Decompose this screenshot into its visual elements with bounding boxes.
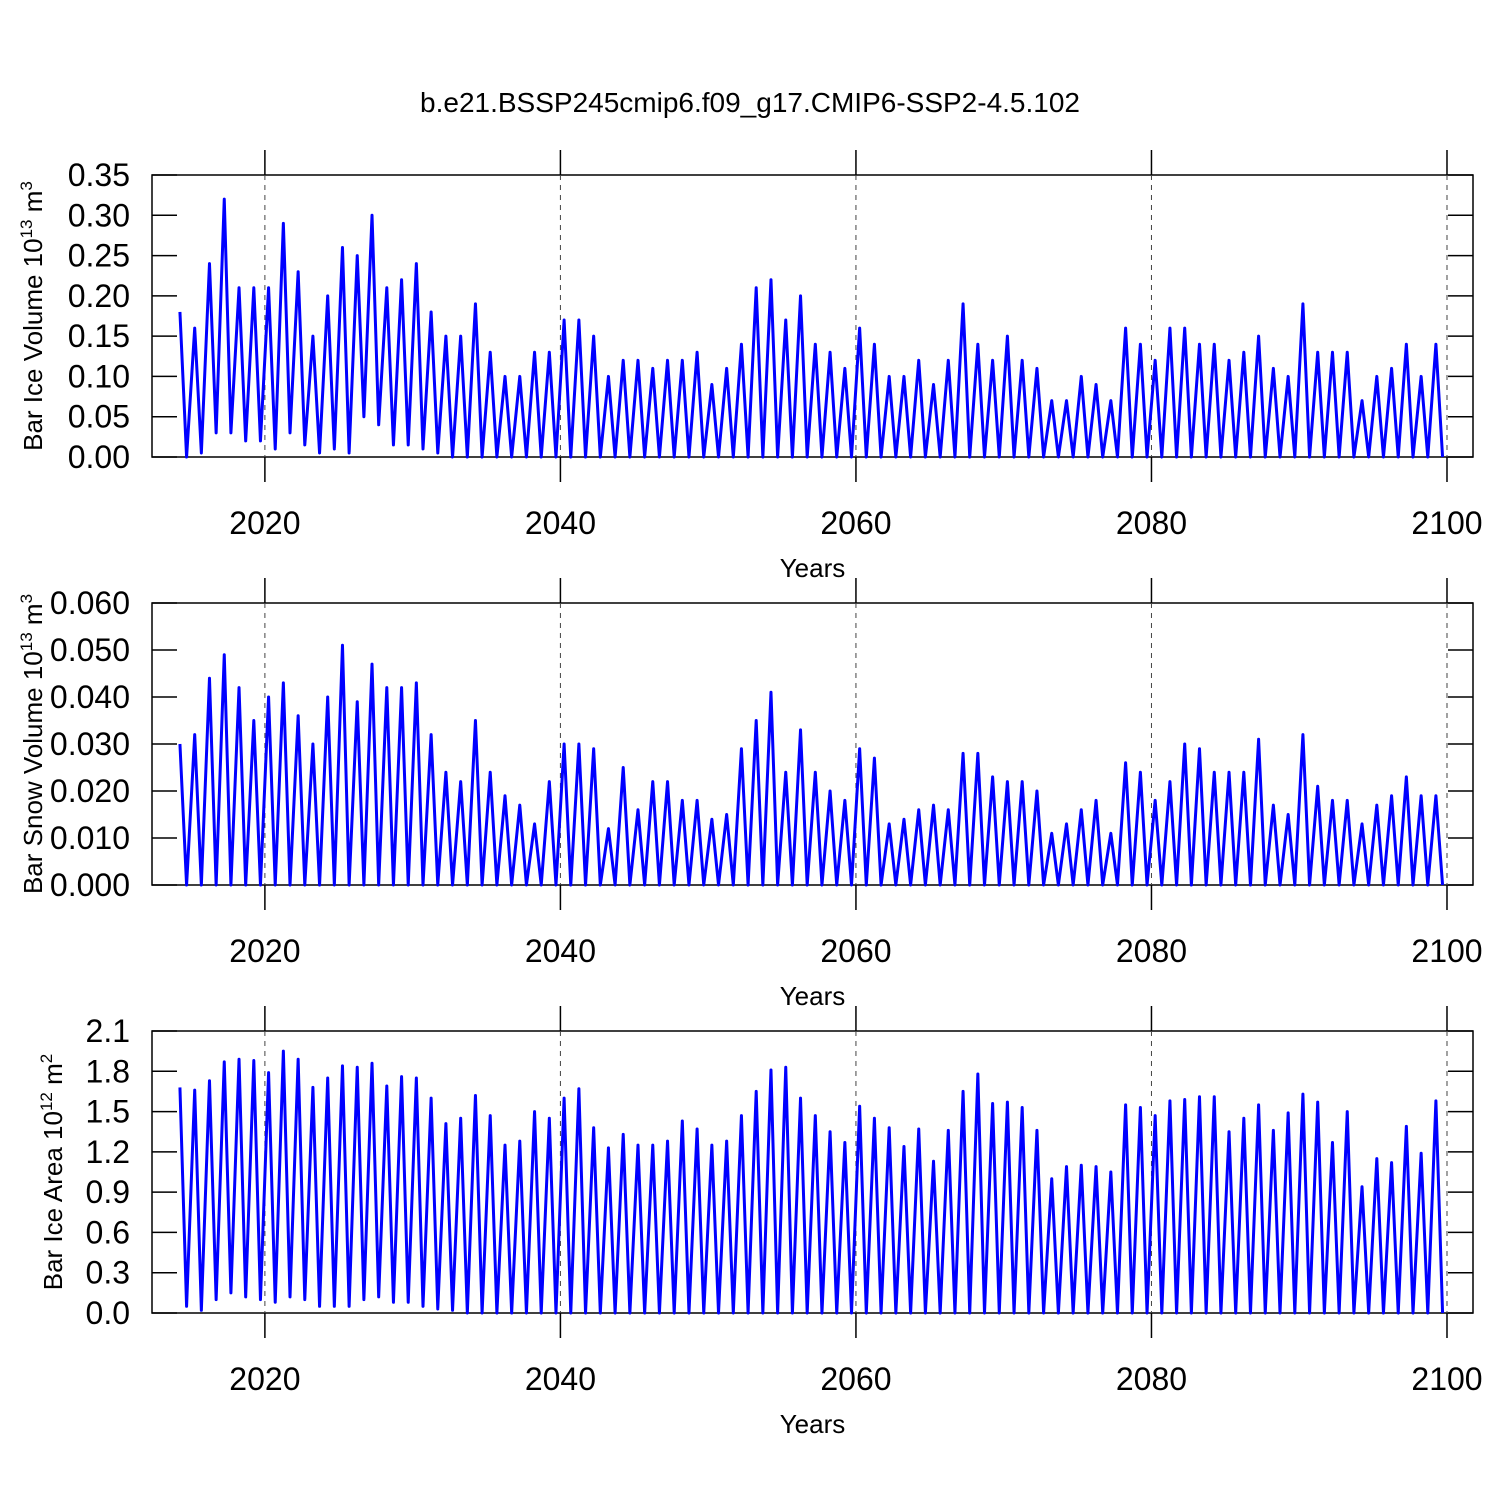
y-tick-label: 0.20 [68, 278, 130, 314]
y-axis-title: Bar Ice Volume 1013 m3 [17, 181, 48, 451]
y-tick-label: 0.25 [68, 238, 130, 274]
y-axis-unit-power: 3 [17, 594, 36, 603]
y-axis-exponent: 13 [17, 632, 36, 651]
plot-frame [151, 1030, 1474, 1314]
x-tick-label: 2080 [1116, 505, 1187, 541]
data-line [178, 1049, 1445, 1315]
x-tick-label: 2060 [820, 505, 891, 541]
y-tick-label: 0.10 [68, 358, 130, 394]
x-tick-label: 2100 [1411, 933, 1482, 969]
x-tick-label: 2100 [1411, 505, 1482, 541]
x-axis-title: Years [780, 1409, 846, 1439]
x-axis-title: Years [780, 553, 846, 583]
y-tick-label: 1.8 [86, 1053, 130, 1089]
y-axis-title-text: Bar Ice Volume 10 [18, 238, 48, 450]
y-axis-title: Bar Ice Area 1012 m2 [37, 1054, 68, 1291]
y-axis-unit-power: 2 [37, 1054, 56, 1063]
y-tick-label: 0.9 [86, 1174, 130, 1210]
y-tick-label: 0.010 [50, 820, 130, 856]
x-tick-label: 2020 [229, 933, 300, 969]
y-axis-exponent: 12 [37, 1092, 56, 1111]
y-tick-label: 0.15 [68, 318, 130, 354]
y-axis-unit-power: 3 [17, 181, 36, 190]
plot-frame [151, 174, 1474, 458]
x-tick-label: 2080 [1116, 933, 1187, 969]
y-tick-label: 0.040 [50, 679, 130, 715]
data-line [178, 643, 1445, 887]
x-tick-label: 2080 [1116, 1361, 1187, 1397]
y-tick-label: 0.6 [86, 1214, 130, 1250]
y-tick-label: 0.00 [68, 439, 130, 475]
x-tick-label: 2040 [525, 933, 596, 969]
x-tick-label: 2020 [229, 1361, 300, 1397]
y-axis-title-text: Bar Snow Volume 10 [18, 651, 48, 894]
y-tick-label: 0.050 [50, 632, 130, 668]
y-tick-label: 0.05 [68, 399, 130, 435]
y-axis-unit: m [18, 603, 48, 632]
x-tick-label: 2020 [229, 505, 300, 541]
y-tick-label: 0.30 [68, 197, 130, 233]
y-tick-label: 0.020 [50, 773, 130, 809]
y-tick-label: 0.030 [50, 726, 130, 762]
y-tick-label: 0.3 [86, 1255, 130, 1291]
x-axis-title: Years [780, 981, 846, 1011]
y-axis-exponent: 13 [17, 219, 36, 238]
y-tick-label: 0.060 [50, 585, 130, 621]
x-tick-label: 2060 [820, 1361, 891, 1397]
figure-title: b.e21.BSSP245cmip6.f09_g17.CMIP6-SSP2-4.… [420, 87, 1080, 118]
y-axis-title-text: Bar Ice Area 10 [38, 1111, 68, 1290]
x-tick-label: 2060 [820, 933, 891, 969]
data-line [178, 197, 1445, 459]
x-tick-label: 2040 [525, 505, 596, 541]
y-tick-label: 2.1 [86, 1013, 130, 1049]
y-axis-unit: m [18, 191, 48, 220]
y-tick-label: 0.35 [68, 157, 130, 193]
y-axis-title: Bar Snow Volume 1013 m3 [17, 594, 48, 894]
y-axis-unit: m [38, 1063, 68, 1092]
y-tick-label: 0.000 [50, 867, 130, 903]
y-tick-label: 1.5 [86, 1094, 130, 1130]
x-tick-label: 2100 [1411, 1361, 1482, 1397]
y-tick-label: 0.0 [86, 1295, 130, 1331]
y-tick-label: 1.2 [86, 1134, 130, 1170]
x-tick-label: 2040 [525, 1361, 596, 1397]
